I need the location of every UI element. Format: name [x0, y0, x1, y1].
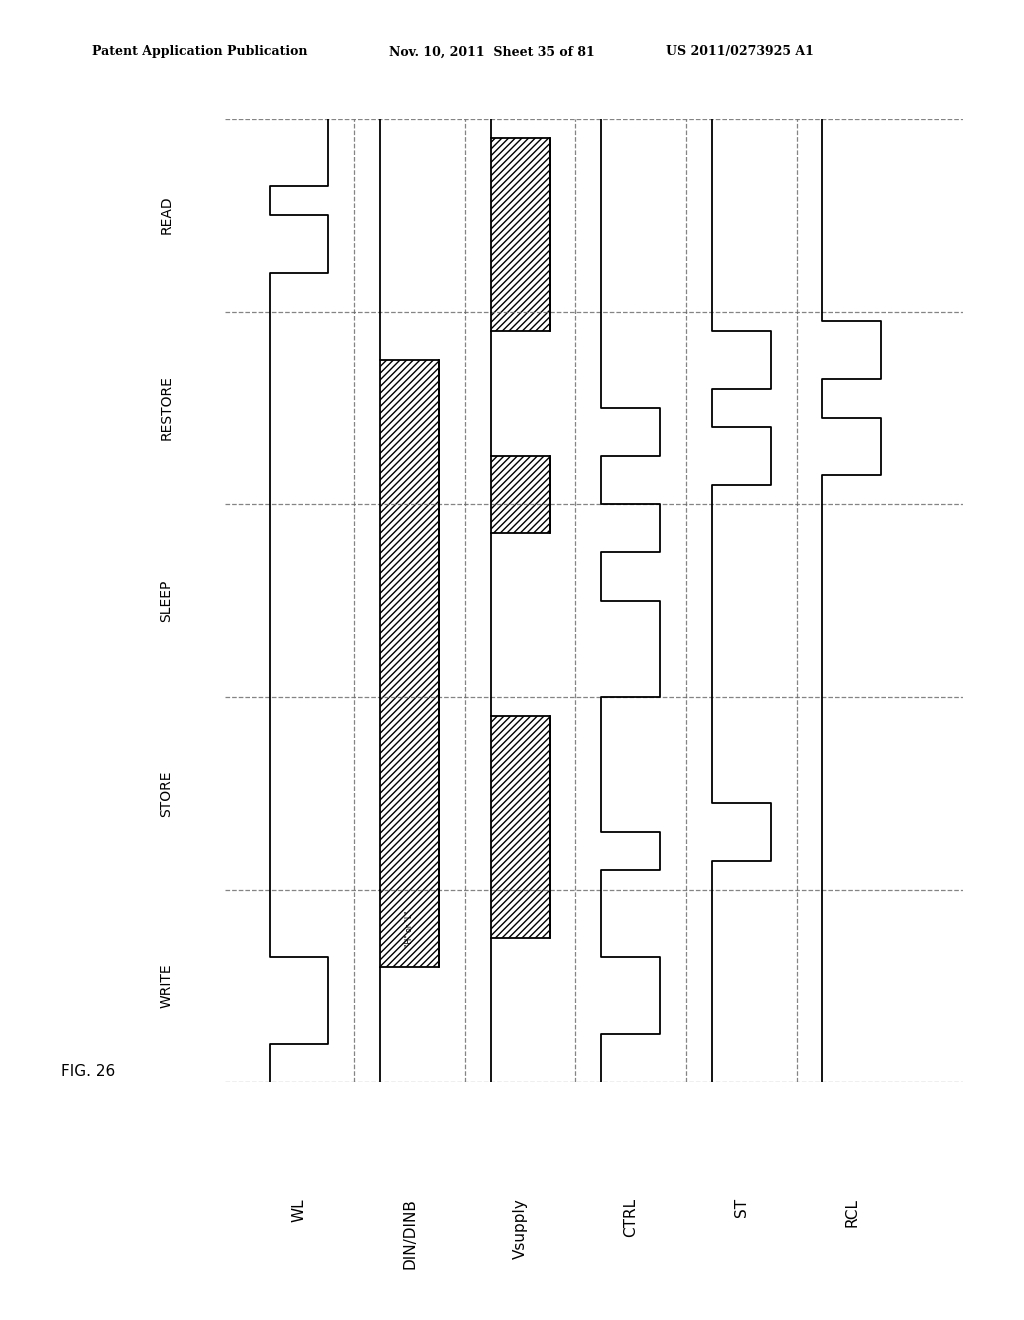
Text: RESTORE: RESTORE [160, 375, 173, 441]
Bar [380, 890, 439, 966]
Bar [490, 717, 550, 937]
Text: RCL: RCL [845, 1199, 859, 1228]
Text: DIN/DINB: DIN/DINB [402, 1199, 417, 1269]
Bar [490, 457, 550, 533]
Text: US 2011/0273925 A1: US 2011/0273925 A1 [666, 45, 813, 58]
Text: STORE: STORE [160, 770, 173, 817]
Text: FIG. 26: FIG. 26 [61, 1064, 116, 1078]
Bar [380, 360, 439, 890]
Text: Patent Application Publication: Patent Application Publication [92, 45, 307, 58]
Text: WL: WL [292, 1199, 306, 1221]
Text: READ: READ [160, 195, 173, 235]
Text: WRITE: WRITE [160, 964, 173, 1008]
Bar [490, 139, 550, 331]
Text: Nov. 10, 2011  Sheet 35 of 81: Nov. 10, 2011 Sheet 35 of 81 [389, 45, 595, 58]
Text: ST: ST [734, 1199, 749, 1217]
Text: CTRL: CTRL [624, 1199, 638, 1237]
Text: "H" or "L": "H" or "L" [406, 909, 414, 946]
Text: Vsupply: Vsupply [513, 1199, 527, 1259]
Text: SLEEP: SLEEP [160, 579, 173, 622]
